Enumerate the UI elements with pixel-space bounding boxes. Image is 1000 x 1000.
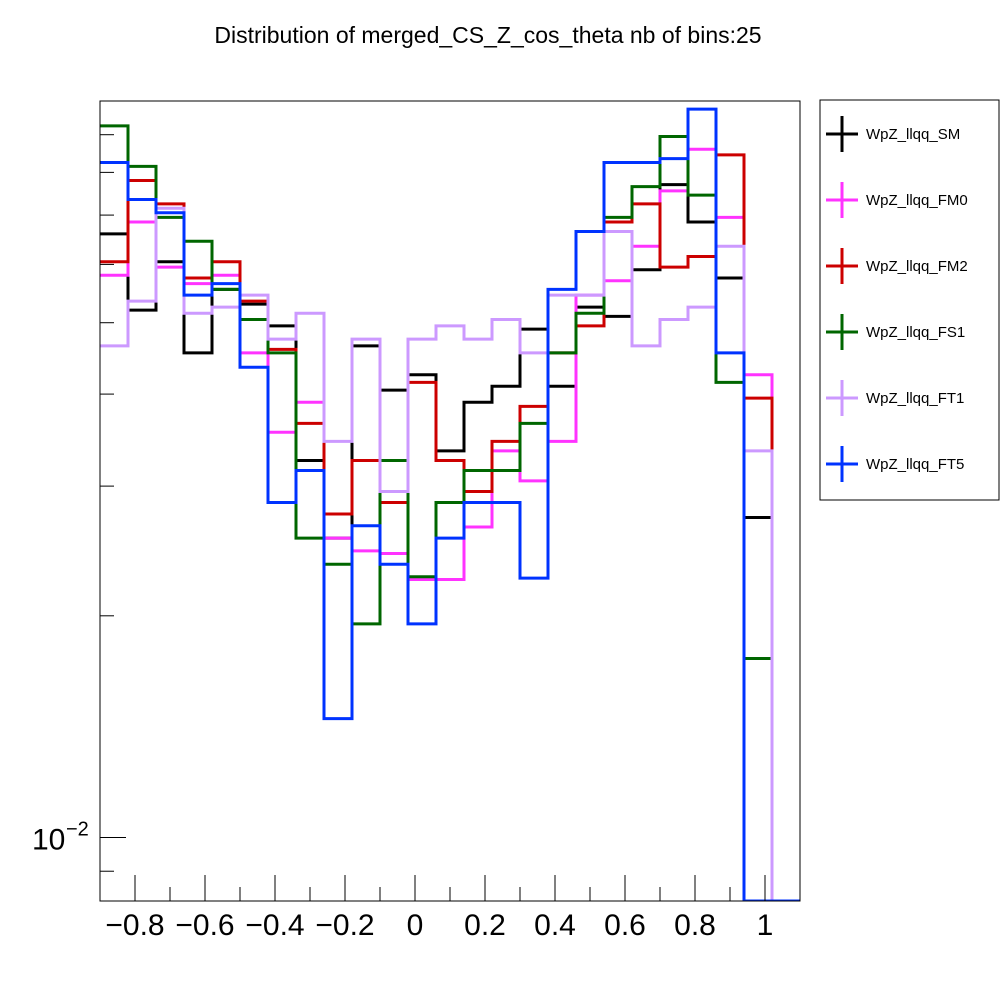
legend-entry: WpZ_llqq_FM0 [826,182,968,218]
legend-label: WpZ_llqq_FS1 [866,324,965,341]
x-tick-label: 0.4 [534,909,576,942]
x-tick-label: 0 [407,909,424,942]
x-tick-label: −0.8 [105,909,164,942]
legend-label: WpZ_llqq_FM0 [866,192,968,209]
x-tick-label: −0.2 [315,909,374,942]
legend-label: WpZ_llqq_FT5 [866,456,964,473]
legend-entry: WpZ_llqq_FS1 [826,314,965,350]
chart-title: Distribution of merged_CS_Z_cos_theta nb… [214,22,761,48]
legend-label: WpZ_llqq_SM [866,126,960,143]
x-tick-label: 0.8 [674,909,716,942]
legend-entry: WpZ_llqq_FT1 [826,380,964,416]
legend-label: WpZ_llqq_FM2 [866,258,968,275]
x-tick-label: 1 [757,909,774,942]
x-tick-label: −0.6 [175,909,234,942]
series-line-WpZ_llqq_FM0 [100,147,800,901]
x-tick-label: −0.4 [245,909,304,942]
x-tick-label: 0.6 [604,909,646,942]
y-tick-label-exponent: −2 [66,819,89,841]
legend-entry: WpZ_llqq_FT5 [826,446,964,482]
series-line-WpZ_llqq_FM2 [100,153,800,901]
series-line-WpZ_llqq_FT5 [100,107,800,901]
plot-area [100,107,800,901]
series-line-WpZ_llqq_FT1 [100,206,800,901]
legend-entry: WpZ_llqq_FM2 [826,248,968,284]
legend-entry: WpZ_llqq_SM [826,116,960,152]
y-tick-label-base: 10 [32,824,65,857]
legend: WpZ_llqq_SM WpZ_llqq_FM0 WpZ_llqq_FM2 WpZ_l… [819,99,1000,501]
axes: −0.8 −0.6 −0.4 −0.2 0 0.2 0.4 0.6 0.8 1 10 −2 [32,100,801,942]
series-line-WpZ_llqq_FS1 [100,124,800,901]
x-tick-label: 0.2 [464,909,506,942]
legend-label: WpZ_llqq_FT1 [866,390,964,407]
legend-box [819,99,1000,501]
series-line-WpZ_llqq_SM [100,183,800,901]
